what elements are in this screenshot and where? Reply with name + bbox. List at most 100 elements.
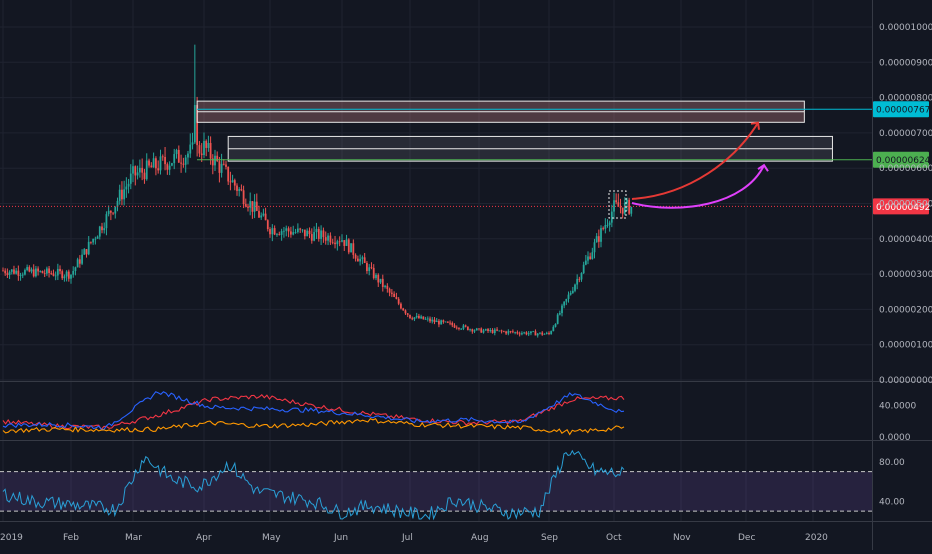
candle-body — [574, 284, 576, 291]
candle-body — [484, 329, 487, 331]
candle-body — [617, 202, 620, 207]
candle-body — [455, 327, 458, 329]
price-line-label: 0.00000492 — [876, 203, 930, 213]
candle-body — [527, 333, 530, 335]
candle-body — [440, 320, 443, 325]
candle-body — [449, 322, 451, 324]
indicator-line — [2, 417, 625, 436]
candle-body — [269, 229, 271, 235]
candle-body — [72, 271, 75, 275]
candle-body — [92, 238, 95, 243]
candle-body — [81, 254, 83, 264]
candle-body — [4, 270, 7, 274]
candle-body — [489, 329, 492, 331]
candle-body — [2, 270, 4, 272]
candle-body — [623, 202, 626, 214]
candle-body — [205, 140, 208, 148]
time-axis-tick-label: Nov — [673, 533, 691, 543]
candle-body — [548, 332, 550, 334]
candle-body — [338, 241, 341, 243]
candle-body — [420, 316, 423, 319]
candle-body — [70, 274, 72, 279]
price-axis-tick-label: 0.00000300 — [879, 270, 932, 280]
candle-body — [103, 228, 106, 231]
candle-body — [136, 172, 139, 176]
price-line-label: 0.00000624 — [876, 156, 931, 166]
candle-body — [630, 206, 633, 214]
candle-body — [602, 228, 605, 229]
candle-body — [525, 332, 528, 335]
candle-body — [285, 228, 288, 231]
candle-body — [143, 172, 146, 180]
candle-body — [563, 301, 566, 306]
candle-body — [303, 229, 306, 237]
candle-body — [530, 331, 532, 334]
candle-body — [148, 160, 150, 166]
candle-body — [368, 267, 371, 272]
candle-body — [90, 241, 92, 243]
candle-body — [157, 168, 160, 171]
candle-body — [375, 274, 377, 279]
candle-body — [238, 189, 241, 191]
candle-body — [406, 313, 409, 315]
price-axis-tick-label: 0.00000600 — [879, 164, 932, 174]
candle-body — [388, 288, 391, 293]
candle-body — [613, 200, 615, 212]
candle-body — [283, 230, 285, 232]
candle-body — [514, 332, 517, 333]
candle-body — [327, 235, 329, 241]
price-axis-tick-label: 0.00000700 — [879, 129, 932, 139]
time-axis-tick-label: Aug — [471, 533, 489, 543]
candle-body — [451, 322, 454, 326]
candle-body — [444, 321, 447, 323]
candle-body — [539, 332, 541, 334]
candle-body — [54, 275, 57, 277]
candle-body — [372, 267, 375, 279]
candle-body — [523, 332, 526, 334]
candle-body — [306, 230, 309, 237]
indicator-axis-tick-label: 40.0000 — [879, 402, 916, 412]
candle-body — [558, 313, 561, 315]
candle-body — [415, 315, 418, 318]
candle-body — [359, 258, 362, 262]
candle-body — [145, 160, 148, 180]
candle-body — [308, 230, 311, 235]
candle-body — [26, 267, 29, 271]
candle-body — [242, 190, 245, 205]
candle-body — [502, 331, 505, 333]
candle-body — [458, 327, 460, 329]
candle-body — [10, 269, 13, 272]
candle-body — [334, 242, 336, 245]
candle-body — [582, 264, 585, 274]
candle-body — [209, 142, 212, 159]
price-axis-tick-label: 0.00000500 — [879, 200, 932, 210]
candle-body — [191, 142, 194, 145]
candle-body — [536, 333, 539, 336]
candle-body — [469, 329, 471, 331]
candle-body — [218, 161, 221, 173]
candle-body — [354, 254, 357, 259]
time-axis-tick-label: Apr — [196, 533, 212, 543]
candle-body — [177, 149, 180, 163]
time-axis-tick-label: Oct — [606, 533, 622, 543]
candle-body — [296, 228, 299, 233]
time-axis-tick-label: Sep — [541, 533, 558, 543]
candle-body — [409, 314, 411, 319]
candle-body — [249, 201, 252, 208]
candle-body — [363, 257, 366, 263]
candle-body — [473, 330, 476, 332]
candle-body — [67, 271, 70, 279]
candle-body — [109, 210, 112, 213]
candle-body — [578, 278, 581, 280]
price-axis-tick-label: 0.00001000 — [879, 23, 932, 33]
candle-body — [125, 186, 128, 190]
candle-body — [580, 273, 583, 280]
candle-body — [247, 206, 249, 208]
time-axis-tick-label: Dec — [738, 533, 755, 543]
candle-body — [107, 210, 110, 215]
candle-body — [370, 267, 373, 269]
candle-body — [379, 278, 382, 283]
candle-body — [571, 290, 574, 293]
